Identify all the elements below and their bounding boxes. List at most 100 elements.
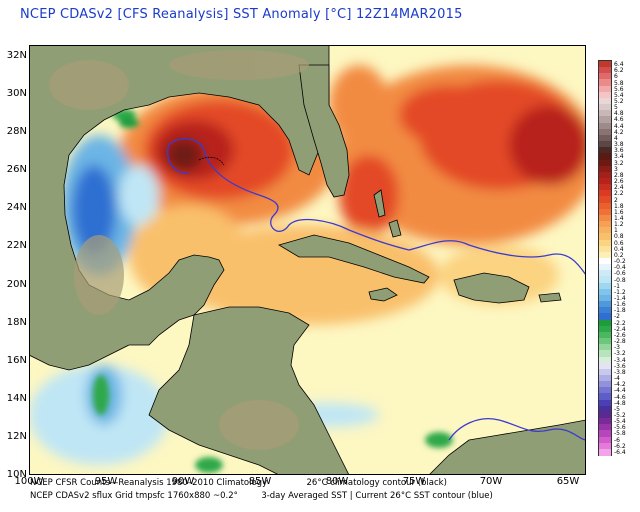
lon-label: 85W xyxy=(248,476,272,487)
colorbar-tick-label: -0.8 xyxy=(614,276,626,284)
sst-contours xyxy=(167,138,586,441)
colorbar-swatch xyxy=(599,227,611,234)
colorbar-tick-label: -2 xyxy=(614,313,620,321)
colorbar-tick-label: -5.6 xyxy=(614,424,626,432)
lon-label: 95W xyxy=(94,476,118,487)
colorbar-swatch xyxy=(599,73,611,80)
colorbar-swatch xyxy=(599,61,611,68)
colorbar-swatch xyxy=(599,418,611,425)
colorbar-swatch xyxy=(599,393,611,401)
colorbar-tick-label: 1.2 xyxy=(614,221,624,229)
colorbar-swatch xyxy=(599,190,611,197)
lat-label: 22N xyxy=(6,240,27,252)
colorbar-tick-label: 1.6 xyxy=(614,208,624,216)
colorbar-swatch xyxy=(599,405,611,413)
colorbar-swatch xyxy=(599,338,611,345)
footer-grid-source: NCEP CDASv2 sflux Grid tmpsfc 1760x880 ~… xyxy=(30,491,238,501)
colorbar-swatch xyxy=(599,221,611,228)
colorbar-swatch xyxy=(599,134,611,142)
map-frame xyxy=(29,45,586,475)
colorbar-tick-label: 3.8 xyxy=(614,141,624,149)
lon-label: 80W xyxy=(325,476,349,487)
lon-label: 90W xyxy=(171,476,195,487)
colorbar-tick-label: 6.4 xyxy=(614,61,624,69)
colorbar-swatch xyxy=(599,374,611,382)
colorbar-tick-label: -4.2 xyxy=(614,381,626,389)
colorbar-swatch xyxy=(599,202,611,210)
colorbar-tick-label: 6 xyxy=(614,73,618,81)
colorbar-swatch xyxy=(599,356,611,364)
colorbar-tick-label: 2.4 xyxy=(614,184,624,192)
colorbar-swatch xyxy=(599,97,611,105)
colorbar-tick-label: -2.4 xyxy=(614,325,626,333)
footer-climatology-source: NCEP CFSR Counts—Reanalysis 1980–2010 Cl… xyxy=(30,478,268,488)
colorbar-tick-label: 3.6 xyxy=(614,147,624,155)
colorbar-swatch xyxy=(599,122,611,130)
colorbar-tick-label: -4 xyxy=(614,375,620,383)
colorbar-swatch xyxy=(599,165,611,173)
colorbar-tick-label: 5.4 xyxy=(614,91,624,99)
colorbar-swatch xyxy=(599,79,611,87)
colorbar-tick-label: -1.8 xyxy=(614,307,626,315)
colorbar-swatch xyxy=(599,141,611,148)
colorbar-tick-label: -3.8 xyxy=(614,368,626,376)
colorbar-tick-label: -2.2 xyxy=(614,319,626,327)
colorbar-tick-label: -1.2 xyxy=(614,288,626,296)
colorbar-tick-label: 2.2 xyxy=(614,190,624,198)
colorbar-swatch xyxy=(599,294,611,302)
colorbar-tick-label: 3 xyxy=(614,165,618,173)
colorbar-swatch xyxy=(599,233,611,241)
colorbar-tick-label: 2.8 xyxy=(614,171,624,179)
colorbar-tick-label: 1.4 xyxy=(614,214,624,222)
colorbar-swatch xyxy=(599,245,611,253)
climatology-contours xyxy=(198,156,225,166)
colorbar-tick-label: -1.6 xyxy=(614,301,626,309)
colorbar-tick-label: -0.2 xyxy=(614,258,626,266)
colorbar-swatch xyxy=(599,153,611,160)
colorbar-swatch xyxy=(599,147,611,154)
colorbar-swatch xyxy=(599,436,611,444)
colorbar-swatch xyxy=(599,448,611,456)
colorbar-swatch xyxy=(599,85,611,93)
colorbar-swatch xyxy=(599,424,611,431)
colorbar-swatch xyxy=(599,128,611,136)
colorbar-tick-label: -0.6 xyxy=(614,270,626,278)
colorbar-swatch xyxy=(599,368,611,376)
colorbar-tick-label: 1.8 xyxy=(614,202,624,210)
colorbar-tick-label: -2.8 xyxy=(614,338,626,346)
colorbar-tick-label: 3.4 xyxy=(614,153,624,161)
lon-label: 70W xyxy=(479,476,503,487)
colorbar-swatch xyxy=(599,171,611,179)
colorbar-swatch xyxy=(599,319,611,327)
footer-current-contour: 3-day Averaged SST | Current 26°C SST co… xyxy=(261,491,493,501)
colorbar-tick-label: 2 xyxy=(614,196,618,204)
colorbar-swatch xyxy=(599,399,611,407)
colorbar-swatch xyxy=(599,325,611,333)
colorbar-swatch xyxy=(599,307,611,314)
colorbar-swatch xyxy=(599,387,611,394)
colorbar-swatch xyxy=(599,276,611,284)
colorbar-swatch xyxy=(599,288,611,296)
lon-label: 100W xyxy=(14,476,44,487)
map-title: NCEP CDASv2 [CFS Reanalysis] SST Anomaly… xyxy=(20,7,463,22)
colorbar-tick-label: -4.4 xyxy=(614,387,626,395)
colorbar-tick-label: -3.2 xyxy=(614,350,626,358)
lat-label: 32N xyxy=(6,50,27,61)
colorbar-tick-label: -6.4 xyxy=(614,448,626,456)
map-canvas xyxy=(29,45,586,475)
colorbar-swatch xyxy=(599,110,611,117)
lon-label: 65W xyxy=(556,476,580,487)
colorbar-tick-label: -0.4 xyxy=(614,264,626,272)
colorbar-swatch xyxy=(599,159,611,167)
colorbar-swatch xyxy=(599,350,611,357)
colorbar-tick-label: 1 xyxy=(614,227,618,235)
sst-anomaly-map xyxy=(29,45,586,475)
colorbar-tick-label: 5.8 xyxy=(614,79,624,87)
colorbar-tick-label: 2.6 xyxy=(614,178,624,186)
colorbar-swatch xyxy=(599,381,611,388)
colorbar-swatch xyxy=(599,196,611,204)
colorbar-tick-label: 3.2 xyxy=(614,159,624,167)
colorbar-tick-label: 4.4 xyxy=(614,122,624,130)
colorbar-tick-label: 6.2 xyxy=(614,67,624,75)
lon-label: 75W xyxy=(402,476,426,487)
